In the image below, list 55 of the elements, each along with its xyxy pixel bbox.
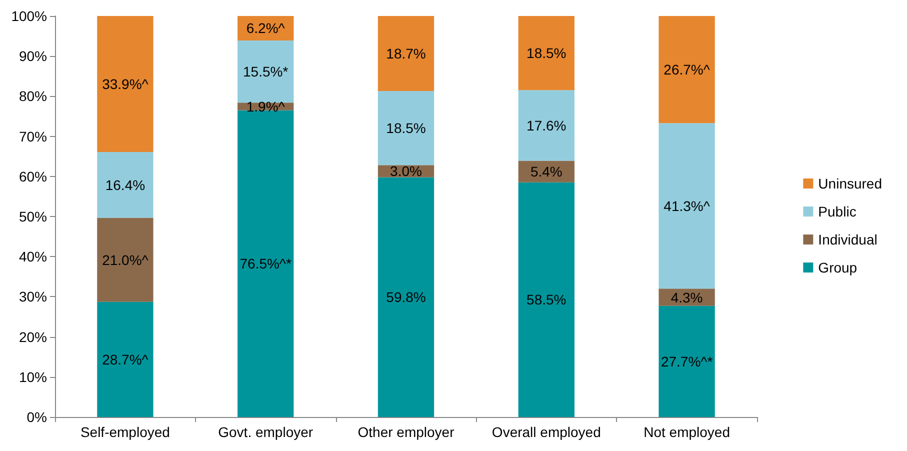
data-label: 18.7% [386, 45, 426, 62]
bar [97, 152, 154, 218]
x-tick-label: Other employer [358, 424, 455, 440]
y-tick-label: 20% [18, 328, 47, 345]
bar [378, 177, 434, 417]
data-label: 16.4% [105, 176, 146, 193]
bar [658, 123, 715, 289]
data-label: 33.9%^ [102, 76, 149, 92]
bar [97, 16, 154, 152]
data-label: 3.0% [390, 163, 422, 180]
data-label: 21.0%^ [102, 252, 149, 268]
bar [238, 40, 294, 103]
bar [518, 90, 574, 161]
y-tick-label: 30% [18, 288, 47, 305]
bar [658, 306, 715, 417]
data-label: 27.7%^* [660, 353, 714, 370]
y-tick-label: 80% [18, 88, 47, 104]
data-label: 41.3%^ [664, 198, 710, 214]
bar [238, 110, 294, 417]
bar [97, 218, 154, 302]
x-tick-label: Overall employed [492, 424, 601, 440]
legend-label: Individual [818, 232, 878, 248]
data-label: 26.7%^ [664, 62, 710, 78]
data-label: 6.2%^ [246, 20, 286, 36]
x-tick-label: Self-employed [80, 424, 170, 440]
data-label: 15.5%* [243, 64, 289, 80]
y-tick-label: 40% [18, 248, 47, 265]
data-label: 59.8% [386, 289, 426, 306]
x-tick-label: Govt. employer [218, 424, 314, 440]
data-label: 5.4% [530, 164, 562, 180]
bar [378, 90, 434, 166]
data-label: 58.5% [526, 292, 566, 308]
data-label: 76.5%^* [240, 256, 292, 272]
y-tick-label: 10% [18, 368, 47, 385]
legend-label: Group [818, 260, 858, 276]
y-tick-label: 90% [18, 48, 47, 64]
data-label: 17.6% [526, 117, 566, 134]
x-tick-label: Not employed [644, 424, 730, 440]
y-tick-label: 70% [18, 128, 47, 144]
bar [378, 16, 434, 91]
bar [97, 302, 154, 417]
legend-label: Uninsured [818, 176, 882, 192]
bar [658, 16, 715, 124]
bar [518, 16, 574, 90]
y-tick-label: 0% [26, 409, 47, 425]
y-tick-label: 60% [18, 168, 47, 184]
data-label: 28.7%^ [102, 351, 149, 368]
data-label: 18.5% [386, 120, 426, 136]
data-label: 1.9%^ [246, 98, 286, 114]
legend-label: Public [818, 204, 856, 220]
data-label: 4.3% [670, 289, 703, 306]
y-tick-label: 100% [11, 8, 47, 24]
bar [518, 182, 574, 417]
y-tick-label: 50% [18, 208, 47, 224]
data-label: 18.5% [526, 45, 566, 62]
